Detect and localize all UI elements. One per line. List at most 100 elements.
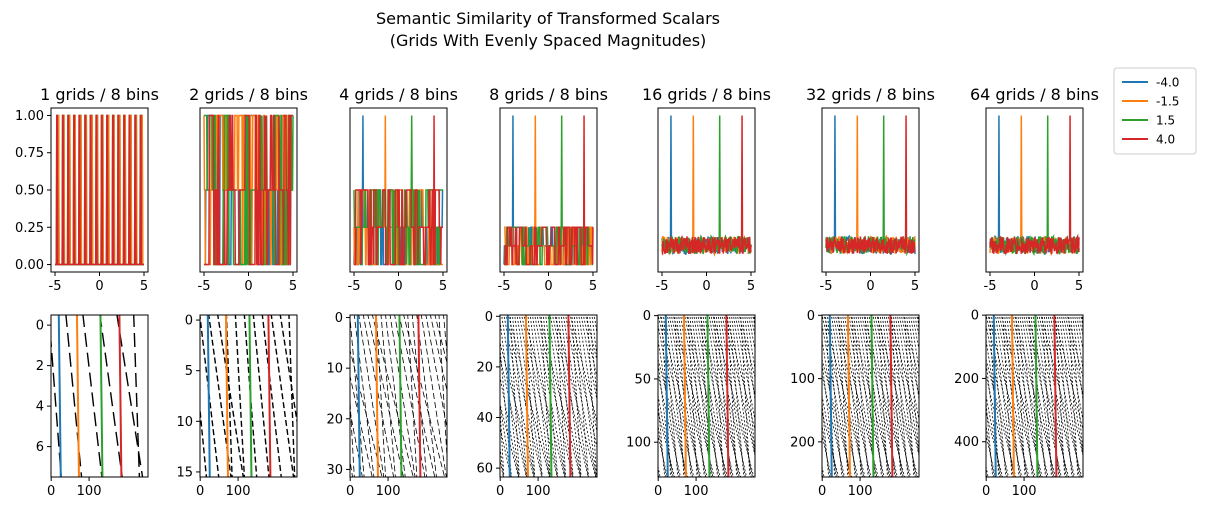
heatmap-stripe xyxy=(784,313,804,479)
plots-group: 1 grids / 8 bins -5 0 5 0.00 0.25 0.50 0.75 1.00… xyxy=(15,85,1154,499)
heatmap-stripe xyxy=(954,313,990,479)
heatmap-stripe xyxy=(710,315,747,477)
heatmap-stripe xyxy=(603,313,612,479)
heatmap-stripe xyxy=(500,425,512,477)
heatmap-y-tick-label: 0 xyxy=(36,319,44,334)
top-axes-frame xyxy=(50,107,149,273)
heatmap-stripe xyxy=(500,457,504,477)
heatmap-stripe xyxy=(658,463,661,477)
heatmap-x-tick-label: 0 xyxy=(346,484,354,499)
heatmap-stripe xyxy=(760,313,786,479)
heatmap-stripe xyxy=(976,313,985,479)
heatmap-stripe xyxy=(635,313,644,479)
heatmap-stripe xyxy=(1053,315,1083,432)
heatmap-stripe xyxy=(1089,313,1120,479)
x-tick-label: -5 xyxy=(984,279,997,294)
x-tick-label: 5 xyxy=(747,279,755,294)
heatmap-stripe xyxy=(350,408,363,477)
heatmap-marker-1.5 xyxy=(99,315,104,477)
heatmap-stripe xyxy=(672,315,715,477)
heatmap-stripe xyxy=(682,315,714,477)
heatmap-y-tick-label: 0 xyxy=(185,314,193,329)
heatmap-stripe xyxy=(389,315,416,477)
x-tick-label: 0 xyxy=(1030,279,1038,294)
heatmap-stripe xyxy=(605,313,620,479)
heatmap-stripe xyxy=(479,313,488,479)
heatmap-y-tick-label: 15 xyxy=(176,465,193,480)
heatmap-stripe xyxy=(536,315,574,477)
heatmap-marker-4.0 xyxy=(725,315,730,477)
similarity-curve--4.0 xyxy=(825,115,916,256)
heatmap-stripe xyxy=(1118,313,1154,479)
heatmap-stripe xyxy=(836,315,879,477)
similarity-curve-1.5 xyxy=(825,115,916,257)
heatmap-stripe xyxy=(523,315,566,477)
heatmap-stripe xyxy=(425,315,447,431)
x-tick-label: 5 xyxy=(911,279,919,294)
heatmap-stripe xyxy=(752,315,755,327)
heatmap-stripe xyxy=(151,313,160,479)
heatmap-stripe xyxy=(950,313,959,479)
heatmap-stripe xyxy=(765,313,807,479)
heatmap-stripe xyxy=(350,393,355,477)
heatmap-stripe xyxy=(963,313,972,479)
heatmap-stripe xyxy=(580,315,597,403)
heatmap-stripe xyxy=(1099,313,1119,479)
heatmap-stripe xyxy=(658,372,681,477)
heatmap-stripe xyxy=(773,313,799,479)
heatmap-stripe xyxy=(1112,313,1132,479)
heatmap-stripe xyxy=(658,467,660,477)
heatmap-stripe xyxy=(593,315,597,336)
similarity-curve-1.5 xyxy=(989,115,1080,257)
heatmap-stripe xyxy=(225,315,233,477)
heatmap-stripe xyxy=(822,467,824,477)
heatmap-stripe xyxy=(986,467,988,477)
heatmap-stripe xyxy=(736,315,755,398)
heatmap-stripe xyxy=(616,313,658,479)
heatmap-stripe xyxy=(1036,315,1068,477)
heatmap-stripe xyxy=(933,313,948,479)
heatmap-stripe xyxy=(944,313,953,479)
x-tick-label: -5 xyxy=(820,279,833,294)
similarity-curve--4.0 xyxy=(661,115,752,256)
similarity-curves xyxy=(825,115,916,257)
heatmap-stripe xyxy=(1108,313,1117,479)
heatmap-stripe xyxy=(648,313,657,479)
similarity-curve--1.5 xyxy=(989,115,1080,256)
heatmap-stripe xyxy=(1097,313,1112,479)
heatmap-stripe xyxy=(466,313,508,479)
heatmap-stripe xyxy=(658,432,668,477)
heatmap-stripe xyxy=(986,463,989,477)
x-tick-label: -5 xyxy=(498,279,511,294)
heatmap-y-tick-label: 6 xyxy=(36,440,44,455)
heatmap-stripe xyxy=(362,315,395,477)
x-tick-label: -5 xyxy=(656,279,669,294)
heatmap-stripe xyxy=(1000,315,1043,477)
heatmap-marker-1.5 xyxy=(248,315,253,477)
heatmap-stripe xyxy=(952,313,967,479)
heatmap-stripe xyxy=(200,403,208,477)
heatmap-stripe xyxy=(567,315,597,450)
bottom-axes-frame xyxy=(50,314,149,478)
y-tick-label: 0.75 xyxy=(15,146,44,161)
heatmap-stripe xyxy=(778,313,820,479)
heatmap-stripe xyxy=(627,313,653,479)
heatmap-stripe xyxy=(791,313,817,479)
heatmap-stripe xyxy=(1095,313,1104,479)
heatmap-stripe xyxy=(500,400,505,477)
heatmap-x-tick-label: 0 xyxy=(196,484,204,499)
heatmap-stripe xyxy=(1023,315,1055,477)
heatmap-stripe xyxy=(1064,315,1083,398)
heatmap-marker-4.0 xyxy=(267,315,272,477)
heatmap-stripe xyxy=(565,315,597,477)
heatmap-stripe xyxy=(889,315,919,432)
heatmap-stripe xyxy=(874,315,911,477)
heatmap-stripe xyxy=(940,313,976,479)
heatmap-stripe xyxy=(952,313,983,479)
heatmap-stripe xyxy=(763,313,799,479)
heatmap-stripe xyxy=(758,313,778,479)
